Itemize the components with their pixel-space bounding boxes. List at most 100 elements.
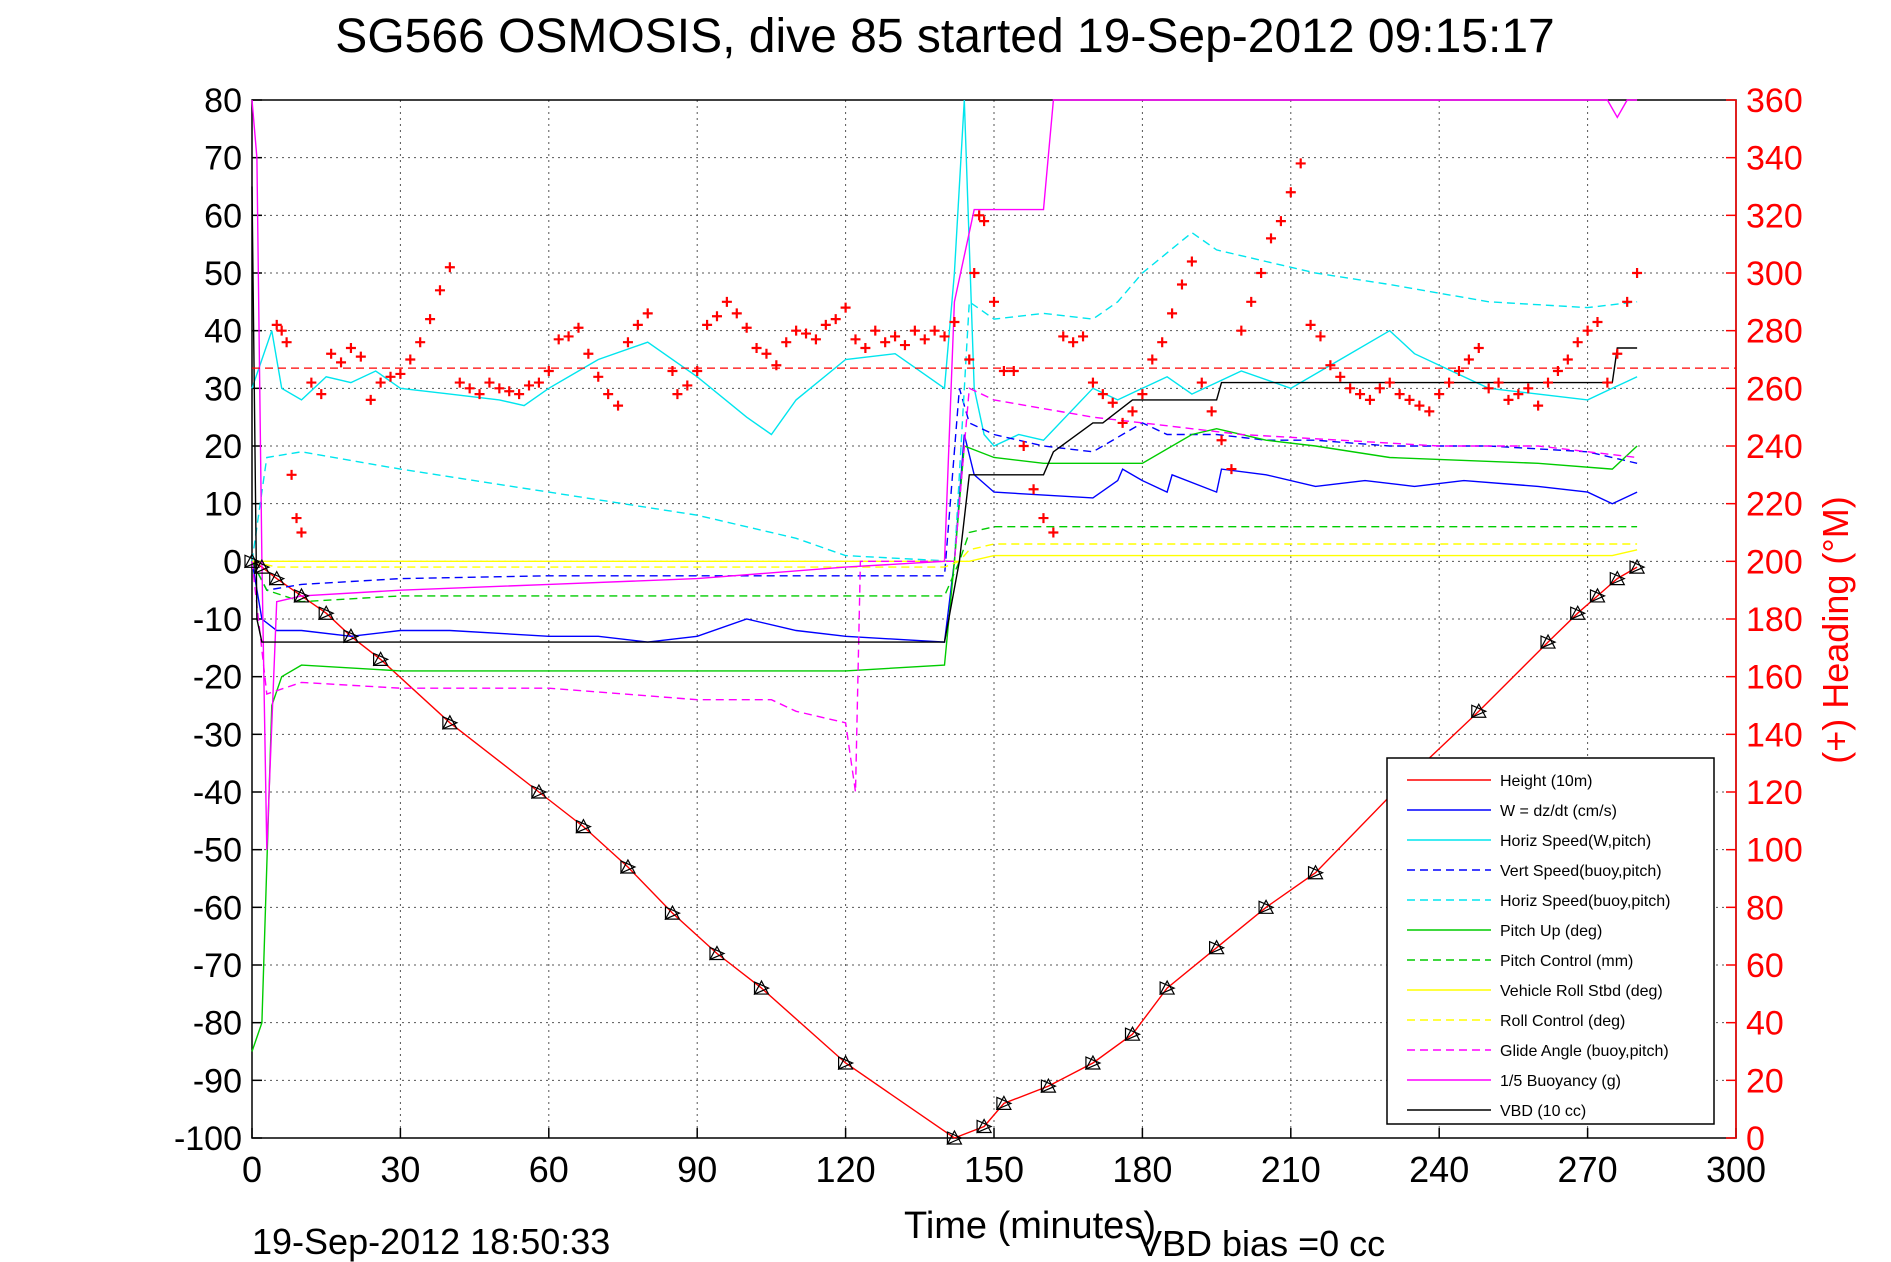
heading-point (1364, 394, 1375, 405)
legend-label: Pitch Up (deg) (1500, 923, 1602, 940)
heading-point (355, 351, 366, 362)
heading-point (1275, 216, 1286, 227)
heading-point (385, 371, 396, 382)
heading-point (345, 342, 356, 353)
heading-point (286, 469, 297, 480)
y-tick-label: 20 (204, 428, 242, 466)
height-marker-right (1471, 704, 1488, 719)
chart-title: SG566 OSMOSIS, dive 85 started 19-Sep-20… (335, 10, 1554, 63)
heading-point (810, 334, 821, 345)
x-tick-label: 180 (1112, 1149, 1172, 1190)
y-tick-label: 40 (204, 313, 242, 351)
y-tick-label: -10 (193, 601, 242, 639)
heading-point (1592, 317, 1603, 328)
heading-point (1058, 331, 1069, 342)
heading-point (1612, 348, 1623, 359)
heading-point (632, 319, 643, 330)
legend-label: Horiz Speed(W,pitch) (1500, 833, 1651, 850)
heading-point (989, 296, 999, 307)
heading-point (1256, 268, 1267, 278)
height-marker-up (1159, 979, 1176, 995)
height-marker-right (837, 1056, 855, 1070)
height-marker-up (318, 604, 335, 620)
height-marker-right (664, 906, 681, 921)
heading-point (1266, 233, 1277, 244)
heading-point (1572, 337, 1583, 348)
heading-point (375, 377, 386, 388)
heading-point (761, 348, 772, 359)
height-marker-right (442, 715, 459, 730)
height-marker-right (753, 981, 771, 995)
right-y-tick-label: 240 (1746, 428, 1803, 466)
heading-point (276, 325, 287, 336)
heading-point (1384, 377, 1395, 388)
heading-point (1295, 158, 1306, 169)
right-y-tick-label: 280 (1746, 313, 1803, 351)
y-tick-label: -90 (193, 1062, 242, 1100)
x-tick-label: 30 (380, 1149, 420, 1190)
heading-point (1137, 389, 1148, 400)
height-marker-right (1208, 940, 1226, 955)
height-marker-right (1540, 635, 1557, 649)
series-line (251, 526, 1638, 603)
height-marker-up (1258, 899, 1275, 914)
x-tick-label: 90 (677, 1149, 717, 1190)
heading-point (979, 216, 990, 227)
heading-point (454, 377, 465, 388)
right-y-tick-label: 260 (1746, 370, 1803, 408)
heading-points (271, 158, 1643, 538)
x-tick-label: 270 (1558, 1149, 1618, 1190)
height-marker-up (1124, 1025, 1141, 1041)
heading-point (667, 366, 678, 377)
height-marker-up (664, 904, 681, 920)
legend-box (1386, 757, 1715, 1125)
heading-point (1483, 383, 1494, 394)
height-marker-right (343, 629, 360, 644)
heading-point (1196, 377, 1207, 388)
heading-point (613, 400, 624, 411)
heading-point (880, 337, 891, 348)
y-tick-label: -60 (193, 889, 242, 927)
height-marker-right (1159, 981, 1176, 995)
heading-point (1463, 354, 1474, 365)
right-y-tick-label: 200 (1746, 543, 1803, 581)
heading-point (642, 308, 653, 319)
legend: Height (10m) W = dz/dt (cm/s) Horiz Speed(… (1386, 757, 1715, 1125)
y-tick-label: 80 (204, 82, 242, 120)
heading-point (405, 354, 416, 365)
right-y-tick-label: 360 (1746, 82, 1803, 120)
height-marker-up (708, 945, 725, 961)
height-marker-up (253, 558, 270, 574)
height-marker-right (531, 785, 548, 799)
height-marker-right (373, 652, 390, 667)
heading-point (563, 331, 574, 342)
heading-point (1008, 366, 1019, 377)
height-marker-up (1540, 633, 1557, 649)
heading-point (1374, 383, 1385, 394)
heading-point (939, 331, 950, 342)
series-line (251, 427, 1638, 1052)
series-line (252, 549, 1638, 562)
heading-point (899, 340, 910, 351)
right-y-tick-label: 140 (1746, 716, 1803, 754)
heading-point (1355, 389, 1366, 400)
height-marker-right (620, 860, 637, 874)
height-marker-right (1124, 1027, 1142, 1042)
height-marker-up (1208, 939, 1225, 955)
height-marker-right (1589, 589, 1607, 603)
series-line (251, 560, 1638, 1139)
heading-point (1127, 406, 1138, 417)
height-marker-up (946, 1129, 963, 1145)
legend-label: Horiz Speed(buoy,pitch) (1500, 893, 1670, 910)
heading-point (682, 380, 693, 391)
heading-point (1473, 342, 1484, 353)
heading-point (1453, 366, 1464, 377)
heading-point (1117, 417, 1128, 428)
heading-point (1434, 389, 1445, 400)
heading-point (1345, 383, 1356, 394)
heading-point (974, 210, 985, 221)
heading-point (721, 296, 732, 307)
heading-point (771, 360, 782, 371)
y-axis-ticks: 80 70 60 50 40 30 20 10 0 -10 -20 -30 -40 -50 -60 -70 -8… (174, 82, 262, 1158)
heading-point (1206, 406, 1217, 417)
